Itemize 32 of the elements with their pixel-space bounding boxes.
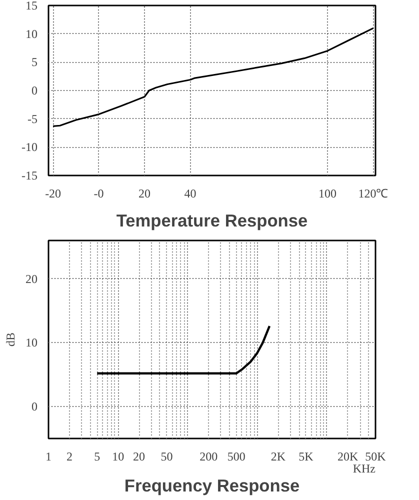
- x-axis-title: KHz: [352, 462, 376, 476]
- y-tick-label: -5: [28, 112, 38, 126]
- x-tick-label: -20: [45, 186, 62, 200]
- y-tick-label: 10: [26, 336, 38, 350]
- y-tick-label: 5: [32, 55, 38, 70]
- y-tick-label: 15: [26, 0, 38, 12]
- x-tick-label: -0: [94, 186, 104, 200]
- y-tick-label: -15: [22, 168, 38, 182]
- x-tick-label: 20: [138, 186, 151, 200]
- x-tick-label: 50: [160, 450, 173, 464]
- x-tick-label: 20: [133, 450, 146, 464]
- y-tick-label: -10: [22, 140, 38, 154]
- x-tick-label: 500: [227, 450, 246, 464]
- y-tick-label: 0: [32, 400, 38, 414]
- x-tick-label: 200: [200, 450, 218, 464]
- x-tick-label: 40: [184, 186, 196, 200]
- text: Temperature Response: [116, 210, 308, 230]
- x-tick-label: 20K: [337, 450, 358, 464]
- x-tick-label: 2K: [270, 450, 286, 464]
- y-tick-label: 10: [26, 26, 38, 41]
- y-axis-title: dB: [4, 332, 18, 346]
- x-tick-label: 2: [66, 450, 72, 464]
- x-tick-label: 10: [112, 450, 124, 464]
- x-tick-label: 5: [94, 450, 100, 464]
- x-tick-label: 50K: [365, 450, 386, 464]
- x-tick-label: 1: [46, 450, 52, 464]
- x-tick-label: 120℃: [358, 186, 388, 200]
- y-tick-label: 20: [26, 272, 38, 286]
- x-tick-label: 100: [318, 186, 336, 200]
- y-tick-label: 0: [32, 84, 38, 98]
- text: Frequency Response: [124, 476, 300, 496]
- x-tick-label: 5K: [298, 450, 314, 464]
